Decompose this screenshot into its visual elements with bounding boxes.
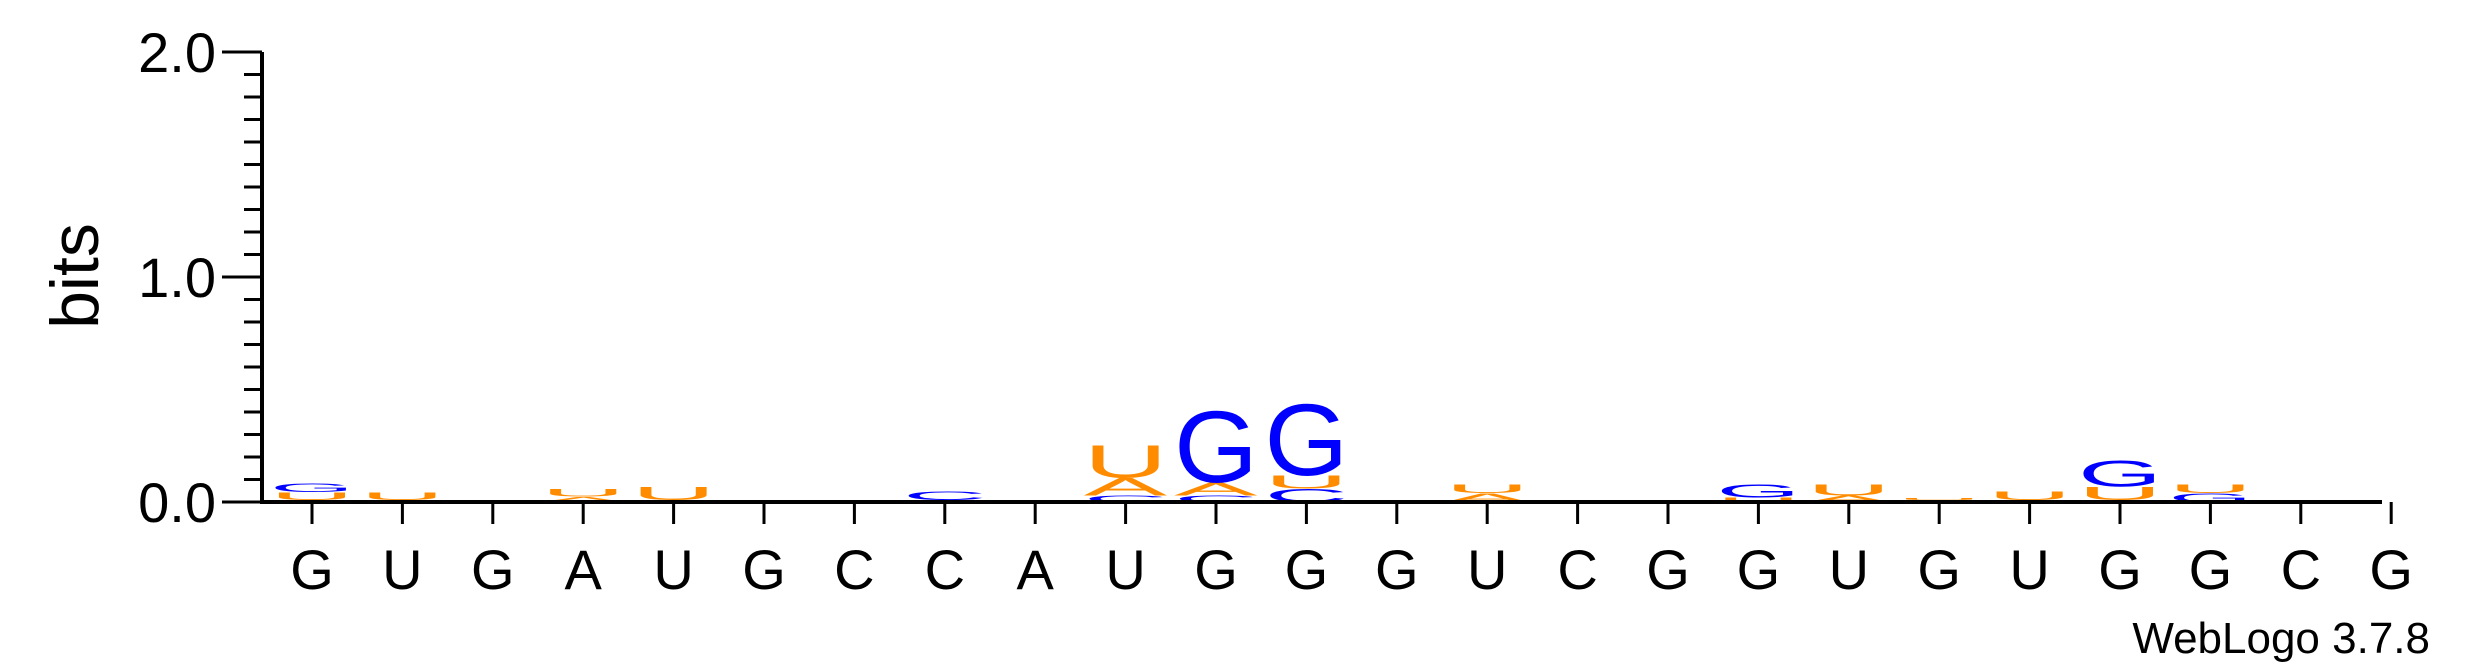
x-tick-label: G bbox=[1917, 538, 1961, 601]
y-tick-label: 0.0 bbox=[138, 471, 216, 534]
x-tick-label: C bbox=[2281, 538, 2321, 601]
x-tick-label: U bbox=[1467, 538, 1507, 601]
logo-glyph: U bbox=[270, 490, 354, 502]
logo-glyph: U bbox=[632, 483, 716, 504]
logo-glyph: A bbox=[1807, 494, 1892, 504]
logo-glyph: A bbox=[1174, 479, 1258, 500]
x-tick-label: G bbox=[1375, 538, 1419, 601]
x-tick-label: C bbox=[925, 538, 965, 601]
x-tick-label: U bbox=[653, 538, 693, 601]
y-tick-label: 1.0 bbox=[138, 246, 216, 309]
x-tick-label: U bbox=[1105, 538, 1145, 601]
logo-glyph: C bbox=[1174, 494, 1258, 504]
y-tick-label: 2.0 bbox=[138, 21, 216, 84]
y-axis: 0.0 1.0 2.0 bbox=[138, 21, 264, 534]
x-tick-label: G bbox=[1285, 538, 1329, 601]
y-axis-label: bits bbox=[37, 223, 113, 329]
logo-glyph: U bbox=[1807, 481, 1891, 498]
x-tick-label: G bbox=[742, 538, 786, 601]
logo-glyph: A bbox=[541, 495, 626, 504]
x-tick-label: A bbox=[1017, 538, 1055, 601]
logo-glyph: G bbox=[1264, 384, 1348, 497]
x-tick-label: G bbox=[1737, 538, 1781, 601]
logo-glyph: U bbox=[2078, 483, 2162, 504]
x-tick-label: G bbox=[2369, 538, 2413, 601]
logo-glyph: G bbox=[1716, 481, 1800, 502]
logo-glyph: G bbox=[2078, 453, 2162, 494]
x-tick-label: U bbox=[382, 538, 422, 601]
x-tick-label: G bbox=[1646, 538, 1690, 601]
logo-glyph: U bbox=[1897, 497, 1981, 500]
logo-glyph: G bbox=[270, 481, 354, 495]
x-tick-label: U bbox=[2009, 538, 2049, 601]
logo-glyph: U bbox=[360, 490, 444, 502]
logo-glyph: C bbox=[903, 489, 987, 503]
x-tick-label: U bbox=[1829, 538, 1869, 601]
x-tick-label: G bbox=[1194, 538, 1238, 601]
logo-stacks: CUGAUAUAUACCAUCAGCUGAUCUGAUAUAUCUGGU bbox=[270, 384, 2252, 506]
logo-glyph: U bbox=[1988, 489, 2072, 503]
x-tick-label: G bbox=[2098, 538, 2142, 601]
logo-glyph: U bbox=[1716, 496, 1800, 503]
weblogo-credit: WebLogo 3.7.8 bbox=[2132, 614, 2430, 663]
x-tick-label: C bbox=[1557, 538, 1597, 601]
x-tick-label: A bbox=[565, 538, 603, 601]
logo-glyph: U bbox=[541, 487, 625, 499]
logo-glyph: A bbox=[1084, 473, 1169, 501]
logo-glyph: U bbox=[1084, 435, 1168, 487]
logo-glyph: G bbox=[1174, 391, 1258, 504]
logo-glyph: U bbox=[1264, 472, 1348, 493]
x-tick-label: G bbox=[471, 538, 515, 601]
x-tick-label: G bbox=[2189, 538, 2233, 601]
logo-glyph: C bbox=[1084, 494, 1168, 504]
x-tick-label: C bbox=[834, 538, 874, 601]
x-tick-label: G bbox=[290, 538, 334, 601]
logo-glyph: U bbox=[1445, 482, 1529, 496]
logo-glyph: U bbox=[2168, 482, 2252, 496]
